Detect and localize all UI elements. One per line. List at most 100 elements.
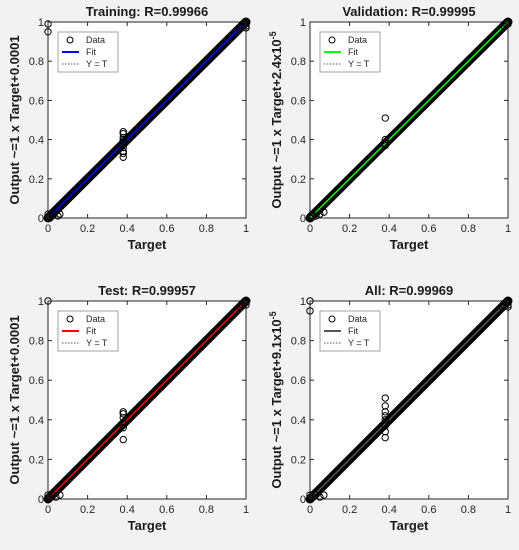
data-point [500,22,508,30]
legend-label: Y = T [86,59,108,69]
y-tick-label: 0 [38,494,44,506]
data-point [381,114,389,122]
data-point [56,210,64,218]
data-point [381,135,389,144]
y-tick-label: 1 [300,296,306,308]
data-point [46,214,54,222]
data-point [52,493,60,501]
legend-data-marker [66,36,74,44]
x-tick-label: 0.2 [80,223,95,235]
x-tick-label: 0 [45,504,51,516]
legend-label: Fit [348,47,358,57]
y-tick-label: 0.4 [291,415,306,427]
x-tick-label: 0.2 [342,223,357,235]
y-tick-label: 0 [300,494,306,506]
legend: Data Fit Y = T [319,310,381,352]
legend: Data Fit Y = T [319,31,381,73]
data-point [320,208,328,216]
data-point [502,20,510,28]
legend-label: Y = T [348,338,370,348]
data-point [308,493,316,501]
panel-2: 0 0.2 0.4 0.6 0.8 1 0 0.2 0.4 0.6 0.8 1 Validation: … [268,4,513,252]
x-tick-label: 1 [243,223,249,235]
y-tick-label: 1 [300,17,306,29]
data-point [240,20,248,28]
data-point [240,299,248,307]
data-point [316,493,324,501]
y-axis-label: Output ~=1 x Target+0.0001 [7,35,22,204]
legend-label: Y = T [348,59,370,69]
y-tick-label: 1 [38,296,44,308]
x-tick-label: 0.6 [421,223,436,235]
data-point [119,420,127,428]
y-tick-label: 0.2 [291,454,306,466]
y-tick-label: 0.2 [291,174,306,186]
x-tick-label: 0.8 [199,504,214,516]
data-point [320,491,328,499]
y-tick-label: 0.6 [291,375,306,387]
fit-line [309,300,509,500]
data-point [119,135,127,144]
y-tick-label: 1 [38,17,44,29]
x-tick-label: 0 [307,504,313,516]
data-point [119,130,127,138]
fit-line [47,21,247,219]
data-point [500,301,508,309]
y-tick-label: 0.4 [29,135,44,147]
legend: Data Fit Y = T [57,310,119,352]
x-tick-label: 0.4 [382,223,397,235]
legend-data-marker [328,36,336,44]
data-point [44,20,52,28]
panel-4: 0 0.2 0.4 0.6 0.8 1 0 0.2 0.4 0.6 0.8 1 All: R=0.999… [268,283,513,533]
chart-title: All: R=0.99969 [365,283,454,298]
y-tick-label: 0.6 [29,375,44,387]
x-tick-label: 0 [45,223,51,235]
data-point [119,410,127,418]
data-point [381,141,389,150]
data-point [119,143,127,152]
panel-1: 0 0.2 0.4 0.6 0.8 1 0 0.2 0.4 0.6 0.8 1 Training: R=… [7,4,251,252]
y-tick-label: 0.6 [29,95,44,107]
x-axis-label: Target [128,237,167,252]
data-point [308,212,316,220]
y-tick-label: 0.4 [291,135,306,147]
x-tick-label: 0.2 [80,504,95,516]
y-axis-label: Output ~=1 x Target+0.0001 [7,315,22,484]
legend-label: Data [86,314,105,324]
x-tick-label: 0.4 [120,504,135,516]
data-point [48,491,56,499]
y-tick-label: 0 [300,213,306,225]
x-tick-label: 0.6 [159,223,174,235]
y-axis-label: Output ~=1 x Target+2.4x10-5 [268,31,284,208]
fit-line [309,21,509,219]
data-point [56,491,64,499]
x-tick-label: 1 [243,504,249,516]
y-axis-label: Output ~=1 x Target+9.1x10-5 [268,311,284,488]
data-point [312,491,320,499]
chart-title: Test: R=0.99957 [98,283,196,298]
legend-data-marker [66,315,74,323]
x-tick-label: 0.4 [382,504,397,516]
data-point [119,153,127,161]
data-point [306,307,314,315]
x-tick-label: 0.4 [120,223,135,235]
x-tick-label: 0 [307,223,313,235]
legend-label: Data [348,35,367,45]
x-tick-label: 1 [505,223,511,235]
x-tick-label: 0.8 [461,223,476,235]
legend-label: Data [86,35,105,45]
data-point [54,212,62,220]
data-point [119,137,127,146]
y-tick-label: 0.4 [29,415,44,427]
y-tick-label: 0 [38,213,44,225]
x-tick-label: 0.8 [461,504,476,516]
data-point [119,424,127,432]
legend-data-marker [328,315,336,323]
data-point [238,301,246,309]
data-point [119,435,127,444]
data-point [44,28,52,36]
x-tick-label: 0.6 [421,504,436,516]
data-point [119,128,127,136]
legend-label: Fit [86,47,96,57]
